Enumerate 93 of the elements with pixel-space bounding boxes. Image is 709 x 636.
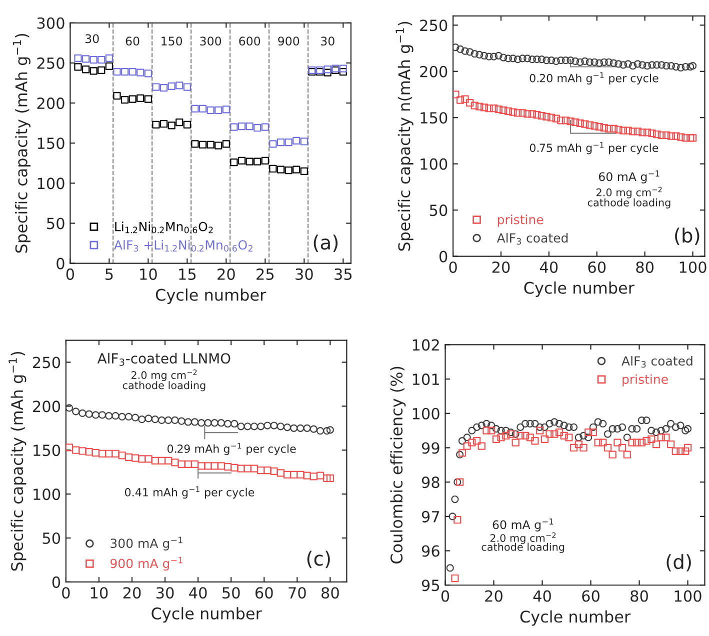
- y-tick-label: 50: [42, 532, 60, 544]
- annotation: (b): [675, 228, 700, 246]
- annotation: 60 mA g$^{−1}$: [598, 170, 660, 184]
- annotation: 0.29 mAh g$^{−1}$ per cycle: [167, 442, 296, 456]
- x-tick-label: 20: [218, 268, 235, 280]
- y-axis-title: Specific capacity (mAh g$^{−1}$): [8, 352, 26, 571]
- y-tick-label: 98: [422, 476, 440, 488]
- x-tick-label: 60: [255, 587, 273, 599]
- x-tick-label: 80: [636, 261, 654, 273]
- x-tick-label: 80: [630, 590, 648, 602]
- annotation: (a): [314, 234, 338, 252]
- legend-label: 300 mA g$^{−1}$: [110, 536, 182, 550]
- x-axis-title: Cycle number: [152, 607, 262, 623]
- y-tick-label: 96: [422, 545, 440, 557]
- x-tick-label: 35: [334, 268, 352, 280]
- text: AlF$_{3}$ +Li$_{1.2}$Ni$_{0.2}$Mn$_{0.6}$O$_{2}$: [114, 240, 252, 252]
- y-tick-label: 150: [34, 444, 60, 456]
- x-tick-label: 0: [449, 261, 457, 273]
- y-axis-title: Specific capacity (mAh g$^{−1}$): [12, 34, 30, 253]
- legend-label: pristine: [622, 374, 668, 386]
- annotation: 2.0 mg cm$^{−2}$: [490, 532, 556, 544]
- x-tick-label: 20: [485, 590, 502, 602]
- y-tick-label: 250: [37, 57, 64, 69]
- x-tick-label: 100: [674, 590, 702, 602]
- x-tick-label: 10: [90, 587, 108, 599]
- annotation: cathode loading: [122, 381, 206, 392]
- x-tick-label: 20: [492, 261, 510, 273]
- x-tick-label: 0: [66, 268, 74, 280]
- annotation: 2.0 mg cm$^{−2}$: [596, 186, 662, 198]
- y-tick-label: 101: [412, 374, 439, 386]
- annotation: 2.0 mg cm$^{−2}$: [131, 369, 197, 382]
- y-tick-label: 0: [52, 576, 60, 588]
- annotation: 0.20 mAh g$^{−1}$ per cycle: [530, 72, 658, 84]
- x-tick-label: 20: [123, 587, 141, 599]
- y-tick-label: 200: [33, 400, 60, 412]
- x-axis-title: Cycle number: [524, 282, 634, 297]
- y-tick-label: 250: [33, 356, 60, 368]
- y-tick-label: 97: [422, 510, 440, 522]
- y-tick-label: 95: [422, 580, 440, 592]
- legend-label: AlF$_{3}$ coated: [622, 356, 692, 368]
- y-axis-title: Specific capacity n(mAh g$^{−1}$): [396, 22, 414, 251]
- y-tick-label: 300: [37, 17, 64, 29]
- y-tick-label: 200: [420, 66, 448, 78]
- annotation: cathode loading: [588, 198, 670, 208]
- annotation: 30: [85, 34, 99, 44]
- x-tick-label: 60: [582, 590, 600, 602]
- y-tick-label: 200: [37, 97, 64, 110]
- annotation: 600: [239, 36, 260, 46]
- y-tick-label: 100: [34, 488, 60, 500]
- x-tick-label: 50: [222, 587, 240, 599]
- annotation: 150: [162, 36, 182, 46]
- legend-label: Li$_{1.2}$Ni$_{0.2}$Mn$_{0.6}$O$_{2}$: [115, 222, 213, 234]
- annotation: 0.41 mAh g$^{−1}$ per cycle: [124, 486, 254, 499]
- y-tick-label: 50: [47, 218, 64, 230]
- annotation: 0.75 mAh g$^{−1}$ per cycle: [530, 142, 658, 154]
- annotation: (c): [307, 550, 330, 568]
- x-tick-label: 40: [533, 590, 551, 602]
- x-tick-label: 70: [288, 587, 306, 599]
- y-tick-label: 100: [420, 158, 448, 170]
- x-tick-label: 25: [256, 268, 274, 280]
- legend-label: 900 mA g$^{−1}$: [110, 556, 182, 571]
- y-tick-label: 102: [412, 339, 439, 351]
- x-tick-label: 40: [189, 587, 207, 599]
- annotation: 300: [200, 36, 222, 46]
- y-axis-title: Coulombic efficiency (%): [390, 366, 406, 564]
- y-tick-label: 150: [420, 112, 448, 124]
- legend-label: AlF$_{3}$ coated: [496, 232, 568, 245]
- y-tick-label: 100: [412, 408, 440, 420]
- x-axis-title: Cycle number: [520, 610, 631, 626]
- annotation: 30: [321, 36, 334, 46]
- x-tick-label: 100: [680, 261, 706, 273]
- x-tick-label: 5: [106, 268, 113, 280]
- x-tick-label: 10: [140, 268, 157, 280]
- x-tick-label: 15: [179, 268, 196, 280]
- annotation: 60: [126, 36, 140, 46]
- y-tick-label: 250: [420, 20, 448, 32]
- annotation: (d): [666, 554, 691, 572]
- annotation: cathode loading: [482, 542, 564, 553]
- y-tick-label: 100: [38, 178, 64, 190]
- y-tick-label: 0: [439, 250, 448, 262]
- x-tick-label: 80: [322, 587, 339, 599]
- y-tick-label: 99: [422, 442, 440, 454]
- y-tick-label: 50: [430, 204, 448, 216]
- y-tick-label: 150: [38, 138, 64, 150]
- annotation: 900: [278, 36, 300, 46]
- x-tick-label: 60: [588, 261, 606, 273]
- x-axis-title: Cycle number: [156, 288, 266, 304]
- x-tick-label: 30: [296, 268, 313, 280]
- annotation: 60 mA g$^{−1}$: [492, 518, 554, 532]
- legend-label: pristine: [498, 214, 544, 227]
- x-tick-label: 30: [156, 587, 174, 599]
- annotation: AlF$_{3}$-coated LLNMO: [97, 352, 230, 366]
- x-tick-label: 40: [540, 261, 558, 273]
